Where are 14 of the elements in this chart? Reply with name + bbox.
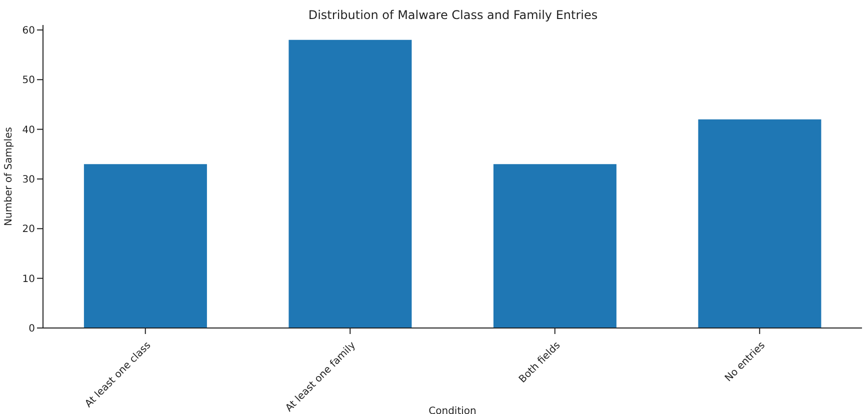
y-tick-label: 30 bbox=[22, 174, 35, 186]
x-axis-title: Condition bbox=[428, 406, 476, 414]
y-tick-label: 0 bbox=[28, 324, 35, 335]
y-tick-label: 10 bbox=[22, 274, 35, 285]
y-tick-label: 40 bbox=[22, 124, 35, 136]
bar bbox=[84, 164, 207, 328]
y-tick-label: 50 bbox=[22, 75, 35, 86]
y-tick-label: 20 bbox=[22, 224, 35, 236]
bar bbox=[493, 164, 616, 328]
y-axis-title: Number of Samples bbox=[4, 127, 15, 226]
chart-title: Distribution of Malware Class and Family Entries bbox=[307, 8, 599, 22]
bar bbox=[288, 40, 412, 328]
bar bbox=[698, 119, 822, 328]
y-tick-label: 60 bbox=[22, 26, 35, 37]
